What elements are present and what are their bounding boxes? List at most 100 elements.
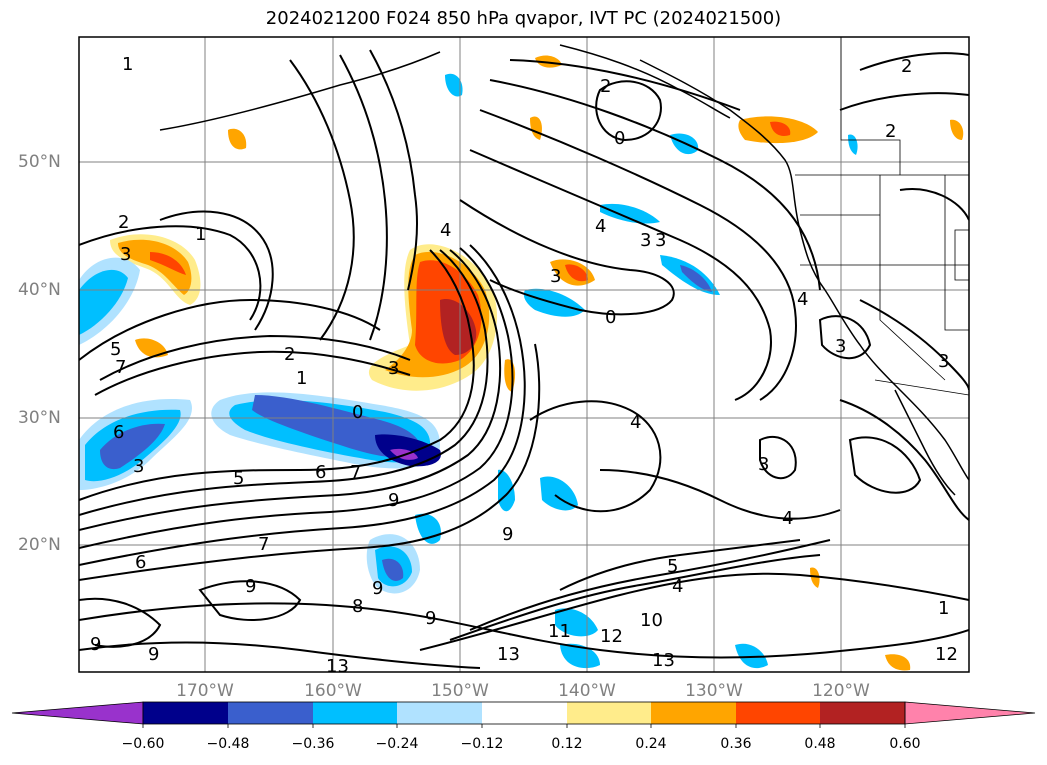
contour-label: 9 [245,576,256,597]
contour-label: 3 [835,336,846,357]
contour-line [159,210,274,331]
contour-line [79,602,969,659]
contour-line [79,343,541,581]
contour-layer [79,49,969,669]
state-border [954,229,969,281]
colorbar-segment [736,702,820,724]
negative-anomaly-region [445,73,463,97]
contour-line [79,298,381,361]
contour-label: 0 [614,128,625,149]
contour-label: 1 [938,598,949,619]
contour-label: 4 [440,220,451,241]
contour-line [818,315,872,360]
contour-line [198,580,302,621]
contour-label: 5 [110,339,121,360]
lon-label-120w: 120°W [812,681,870,701]
positive-anomaly-region [150,252,186,275]
contour-label: 2 [901,56,912,77]
positive-anomaly-region [885,654,911,671]
colorbar-segment [228,702,313,724]
contour-label: 3 [550,266,561,287]
contour-line [79,249,475,501]
contour-label: 3 [655,230,666,251]
colorbar-segment [397,702,482,724]
contour-line [479,109,797,401]
contour-line [599,469,841,520]
colorbar-tick-label: −0.60 [121,736,165,752]
contour-line [509,59,741,111]
graticule [79,37,969,672]
contour-label: 7 [258,534,269,555]
contour-label: 4 [672,576,683,597]
contour-label: 3 [640,230,651,251]
negative-anomaly-region [680,265,712,292]
contour-label: 6 [113,422,124,443]
contour-label: 1 [122,54,133,75]
lat-label-20n: 20°N [18,535,61,555]
contour-line [469,149,772,401]
positive-anomaly-region [950,119,964,140]
contour-label: 9 [148,644,159,665]
contour-line [595,80,662,142]
contour-label: 3 [120,244,131,265]
shading-layer [79,55,964,671]
canada-province-border [840,37,901,175]
contour-line [459,199,675,316]
contour-label: 7 [115,357,126,378]
contour-label: 2 [284,344,295,365]
colorbar-tick-label: 0.12 [551,736,583,752]
colorbar-over-arrow [904,701,1036,725]
contour-line [94,350,411,396]
baja-coastline [894,389,956,496]
negative-anomaly-region [79,269,128,335]
contour-line [859,52,969,71]
colorbar-segment [820,702,905,724]
contour-label: 5 [667,556,678,577]
contour-label: 11 [548,621,571,642]
colorbar-segment [313,702,397,724]
state-border [944,175,969,331]
positive-anomaly-region [228,128,247,150]
colorbar-tick-label: 0.60 [889,736,921,752]
negative-anomaly-region [848,134,858,155]
contour-line [79,244,526,566]
contour-line [339,54,388,341]
contour-line [839,92,969,111]
contour-line [289,59,355,341]
contour-line [848,436,922,494]
negative-anomaly-region [600,203,660,224]
boundary-layer [795,37,969,396]
colorbar-segment [567,702,651,724]
state-border [800,264,946,381]
colorbar-tick-label: −0.36 [291,736,335,752]
lat-label-40n: 40°N [18,280,61,300]
contour-label: 9 [372,578,383,599]
lon-label-150w: 150°W [431,681,489,701]
negative-anomaly-region [382,558,404,581]
contour-line [79,641,481,669]
contour-label: 2 [600,76,611,97]
contour-label: 9 [90,634,101,655]
contour-label: 1 [195,224,206,245]
alaska-coastline [559,44,731,119]
negative-anomaly-region [560,643,600,669]
us-mexico-border [874,379,969,396]
colorbar-under-arrow [11,701,144,725]
negative-anomaly-region [540,476,578,511]
lon-label-160w: 160°W [304,681,362,701]
coastline-layer [159,44,969,496]
contour-line [469,539,831,631]
contour-line [79,249,502,531]
contour-label: 3 [388,358,399,379]
contour-label: 2 [885,121,896,142]
contour-line [79,225,262,321]
contour-label: 7 [350,462,361,483]
colorbar-segment [482,702,567,724]
contour-line [759,435,797,480]
contour-line [419,572,969,651]
contour-label: 4 [797,289,808,310]
contour-label: 5 [233,468,244,489]
contour-line [79,247,514,549]
